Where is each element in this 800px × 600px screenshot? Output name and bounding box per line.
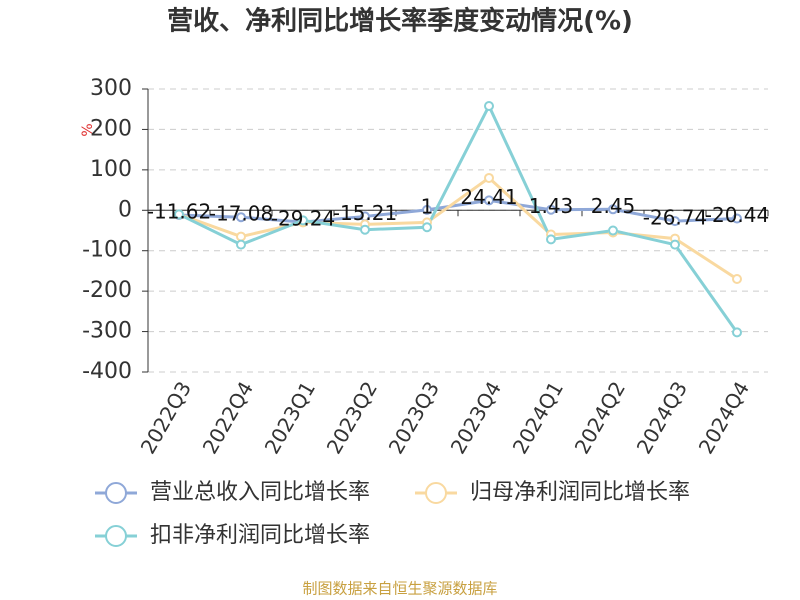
- y-tick-label: -200: [82, 278, 132, 303]
- x-tick-label: 2024Q4: [694, 377, 754, 458]
- x-tick-label: 2024Q1: [508, 377, 568, 458]
- chart-title: 营收、净利同比增长率季度变动情况(%): [167, 6, 633, 37]
- data-point: [236, 239, 246, 250]
- series-line: [178, 102, 739, 334]
- series-line: [178, 198, 738, 224]
- data-label: -26.74: [643, 206, 707, 230]
- data-label: 1: [421, 194, 434, 218]
- y-tick-label: 100: [90, 157, 132, 182]
- data-point: [546, 234, 556, 245]
- data-point: [298, 215, 308, 226]
- data-label: 24.41: [460, 185, 517, 209]
- y-tick-label: 0: [118, 197, 132, 222]
- data-label: -20.44: [705, 203, 769, 227]
- data-point: [422, 222, 432, 233]
- data-label: -29.24: [271, 207, 335, 231]
- data-point: [608, 204, 618, 215]
- legend-marker: [425, 482, 447, 504]
- data-label: 2.45: [591, 194, 636, 218]
- y-tick-label: -400: [82, 359, 132, 384]
- legend-marker: [105, 525, 127, 547]
- x-tick-label: 2022Q4: [198, 377, 258, 458]
- data-label: -17.08: [209, 202, 273, 226]
- data-point: [484, 100, 494, 111]
- data-label: -15.21: [333, 201, 397, 225]
- x-tick-label: 2023Q4: [446, 377, 506, 458]
- legend-label: 扣非净利润同比增长率: [150, 523, 370, 548]
- data-point: [670, 239, 680, 250]
- data-point: [484, 172, 494, 183]
- x-tick-label: 2024Q3: [632, 377, 692, 458]
- data-point: [236, 212, 246, 223]
- legend-marker: [105, 482, 127, 504]
- data-point: [608, 225, 618, 236]
- x-tick-label: 2023Q3: [384, 377, 444, 458]
- y-tick-label: 200: [90, 116, 132, 141]
- series-line: [178, 176, 738, 281]
- data-point: [732, 274, 742, 285]
- x-tick-label: 2023Q1: [260, 377, 320, 458]
- data-point: [670, 216, 680, 227]
- data-point: [484, 195, 494, 206]
- legend-label: 归母净利润同比增长率: [470, 480, 690, 505]
- y-tick-label: -300: [82, 319, 132, 344]
- y-tick-label: -100: [82, 238, 132, 263]
- data-point: [236, 231, 246, 242]
- source-note: 制图数据来自恒生聚源数据库: [302, 580, 497, 598]
- x-tick-label: 2024Q2: [570, 377, 630, 458]
- data-point: [732, 213, 742, 224]
- y-axis-label: %: [80, 123, 96, 136]
- data-point: [422, 204, 432, 215]
- data-point: [732, 327, 742, 338]
- data-point: [174, 209, 184, 220]
- y-tick-label: 300: [90, 76, 132, 101]
- legend-label: 营业总收入同比增长率: [150, 480, 370, 505]
- data-point: [546, 204, 556, 215]
- x-tick-label: 2022Q3: [136, 377, 196, 458]
- data-point: [360, 224, 370, 235]
- data-label: -11.62: [147, 199, 211, 223]
- data-label: 1.43: [529, 194, 574, 218]
- x-tick-label: 2023Q2: [322, 377, 382, 458]
